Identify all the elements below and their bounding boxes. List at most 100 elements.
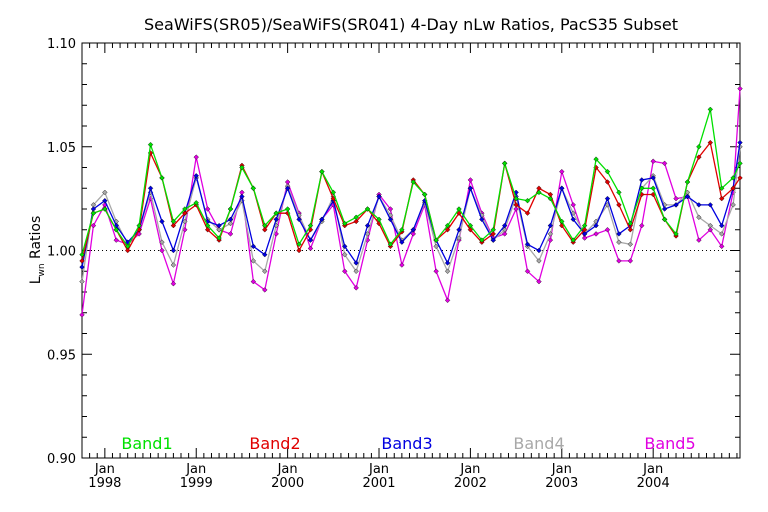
x-tick-year-label: 2004 (637, 476, 670, 491)
data-point (227, 216, 234, 223)
legend-band2: Band2 (249, 434, 300, 453)
data-point (204, 206, 211, 212)
data-point (387, 241, 394, 247)
data-point (604, 168, 611, 175)
data-point (147, 141, 154, 148)
data-point (216, 222, 222, 229)
data-point (719, 222, 725, 229)
data-point (513, 206, 519, 212)
data-point (170, 218, 177, 225)
x-tick-month-label: Jan (642, 462, 663, 477)
data-point (707, 222, 713, 229)
data-point (79, 312, 85, 318)
data-point (364, 222, 371, 229)
data-point (524, 210, 531, 216)
data-point (661, 216, 668, 223)
data-point (524, 268, 531, 274)
x-tick-month-label: Jan (185, 462, 206, 477)
data-point (616, 189, 622, 196)
data-point (273, 216, 279, 223)
data-point (376, 193, 382, 200)
data-point (696, 214, 702, 220)
data-point (159, 239, 165, 245)
data-point (102, 206, 108, 212)
data-point (284, 206, 291, 212)
data-point (547, 231, 554, 237)
chart-title: SeaWiFS(SR05)/SeaWiFS(SR041) 4-Day nLw R… (144, 15, 678, 34)
data-point (719, 195, 725, 202)
data-point (159, 218, 165, 225)
data-point (262, 251, 268, 258)
data-point (536, 189, 542, 196)
data-point (696, 154, 702, 160)
data-point (262, 222, 268, 229)
data-point (376, 216, 382, 223)
data-point (581, 235, 588, 241)
data-point (661, 160, 668, 167)
data-point (707, 106, 713, 113)
data-point (639, 222, 645, 229)
y-axis-label-rest: Ratios (28, 216, 44, 264)
data-point (604, 195, 611, 202)
data-point (182, 218, 188, 225)
data-point (410, 179, 416, 185)
data-point (364, 206, 371, 212)
data-point (719, 231, 725, 237)
data-point (707, 227, 713, 233)
x-tick-month-label: Jan (277, 462, 298, 477)
y-tick-label: 1.00 (47, 245, 76, 260)
legend-band5: Band5 (644, 434, 695, 453)
data-point (90, 222, 97, 229)
data-point (444, 297, 451, 303)
data-point (490, 231, 496, 237)
data-point (250, 185, 257, 191)
data-point (79, 258, 85, 264)
legend: Band1 Band2 Band3 Band4 Band5 (121, 434, 695, 453)
x-tick-year-label: 1999 (180, 476, 213, 491)
data-point (79, 264, 85, 270)
y-tick-label: 0.95 (47, 348, 76, 363)
data-point (650, 175, 656, 181)
data-point (536, 258, 542, 264)
data-point (204, 227, 211, 233)
data-point (490, 237, 496, 243)
data-point (433, 237, 439, 243)
x-tick-month-label: Jan (551, 462, 572, 477)
data-point (239, 164, 245, 171)
data-point (410, 227, 416, 233)
x-tick-month-label: Jan (94, 462, 115, 477)
data-point (696, 237, 702, 243)
data-point (616, 258, 622, 264)
data-point (696, 202, 702, 208)
data-point (536, 278, 542, 285)
data-point (399, 227, 405, 233)
data-point (513, 202, 519, 208)
data-point (737, 139, 743, 146)
data-point (353, 260, 359, 266)
data-point (627, 241, 634, 247)
x-axis: Jan1998Jan1999Jan2000Jan2001Jan2002Jan20… (81, 43, 738, 491)
data-point (159, 247, 165, 254)
data-point (661, 206, 668, 212)
x-tick-year-label: 2000 (271, 476, 304, 491)
data-point (570, 202, 576, 208)
data-point (353, 285, 359, 291)
x-tick-month-label: Jan (368, 462, 389, 477)
data-point (444, 227, 451, 233)
data-point (730, 202, 736, 208)
x-tick-year-label: 1998 (88, 476, 121, 491)
data-point (250, 258, 257, 264)
x-tick-year-label: 2002 (454, 476, 487, 491)
data-point (250, 243, 257, 250)
data-point (79, 251, 85, 258)
data-point (524, 198, 531, 204)
y-axis-label-subscript: wn (37, 263, 47, 276)
data-point (319, 168, 325, 175)
data-point (193, 173, 199, 179)
data-point (719, 243, 725, 250)
data-point (479, 216, 485, 223)
data-point (501, 160, 508, 167)
data-point (444, 260, 451, 266)
series-band4 (79, 144, 743, 285)
